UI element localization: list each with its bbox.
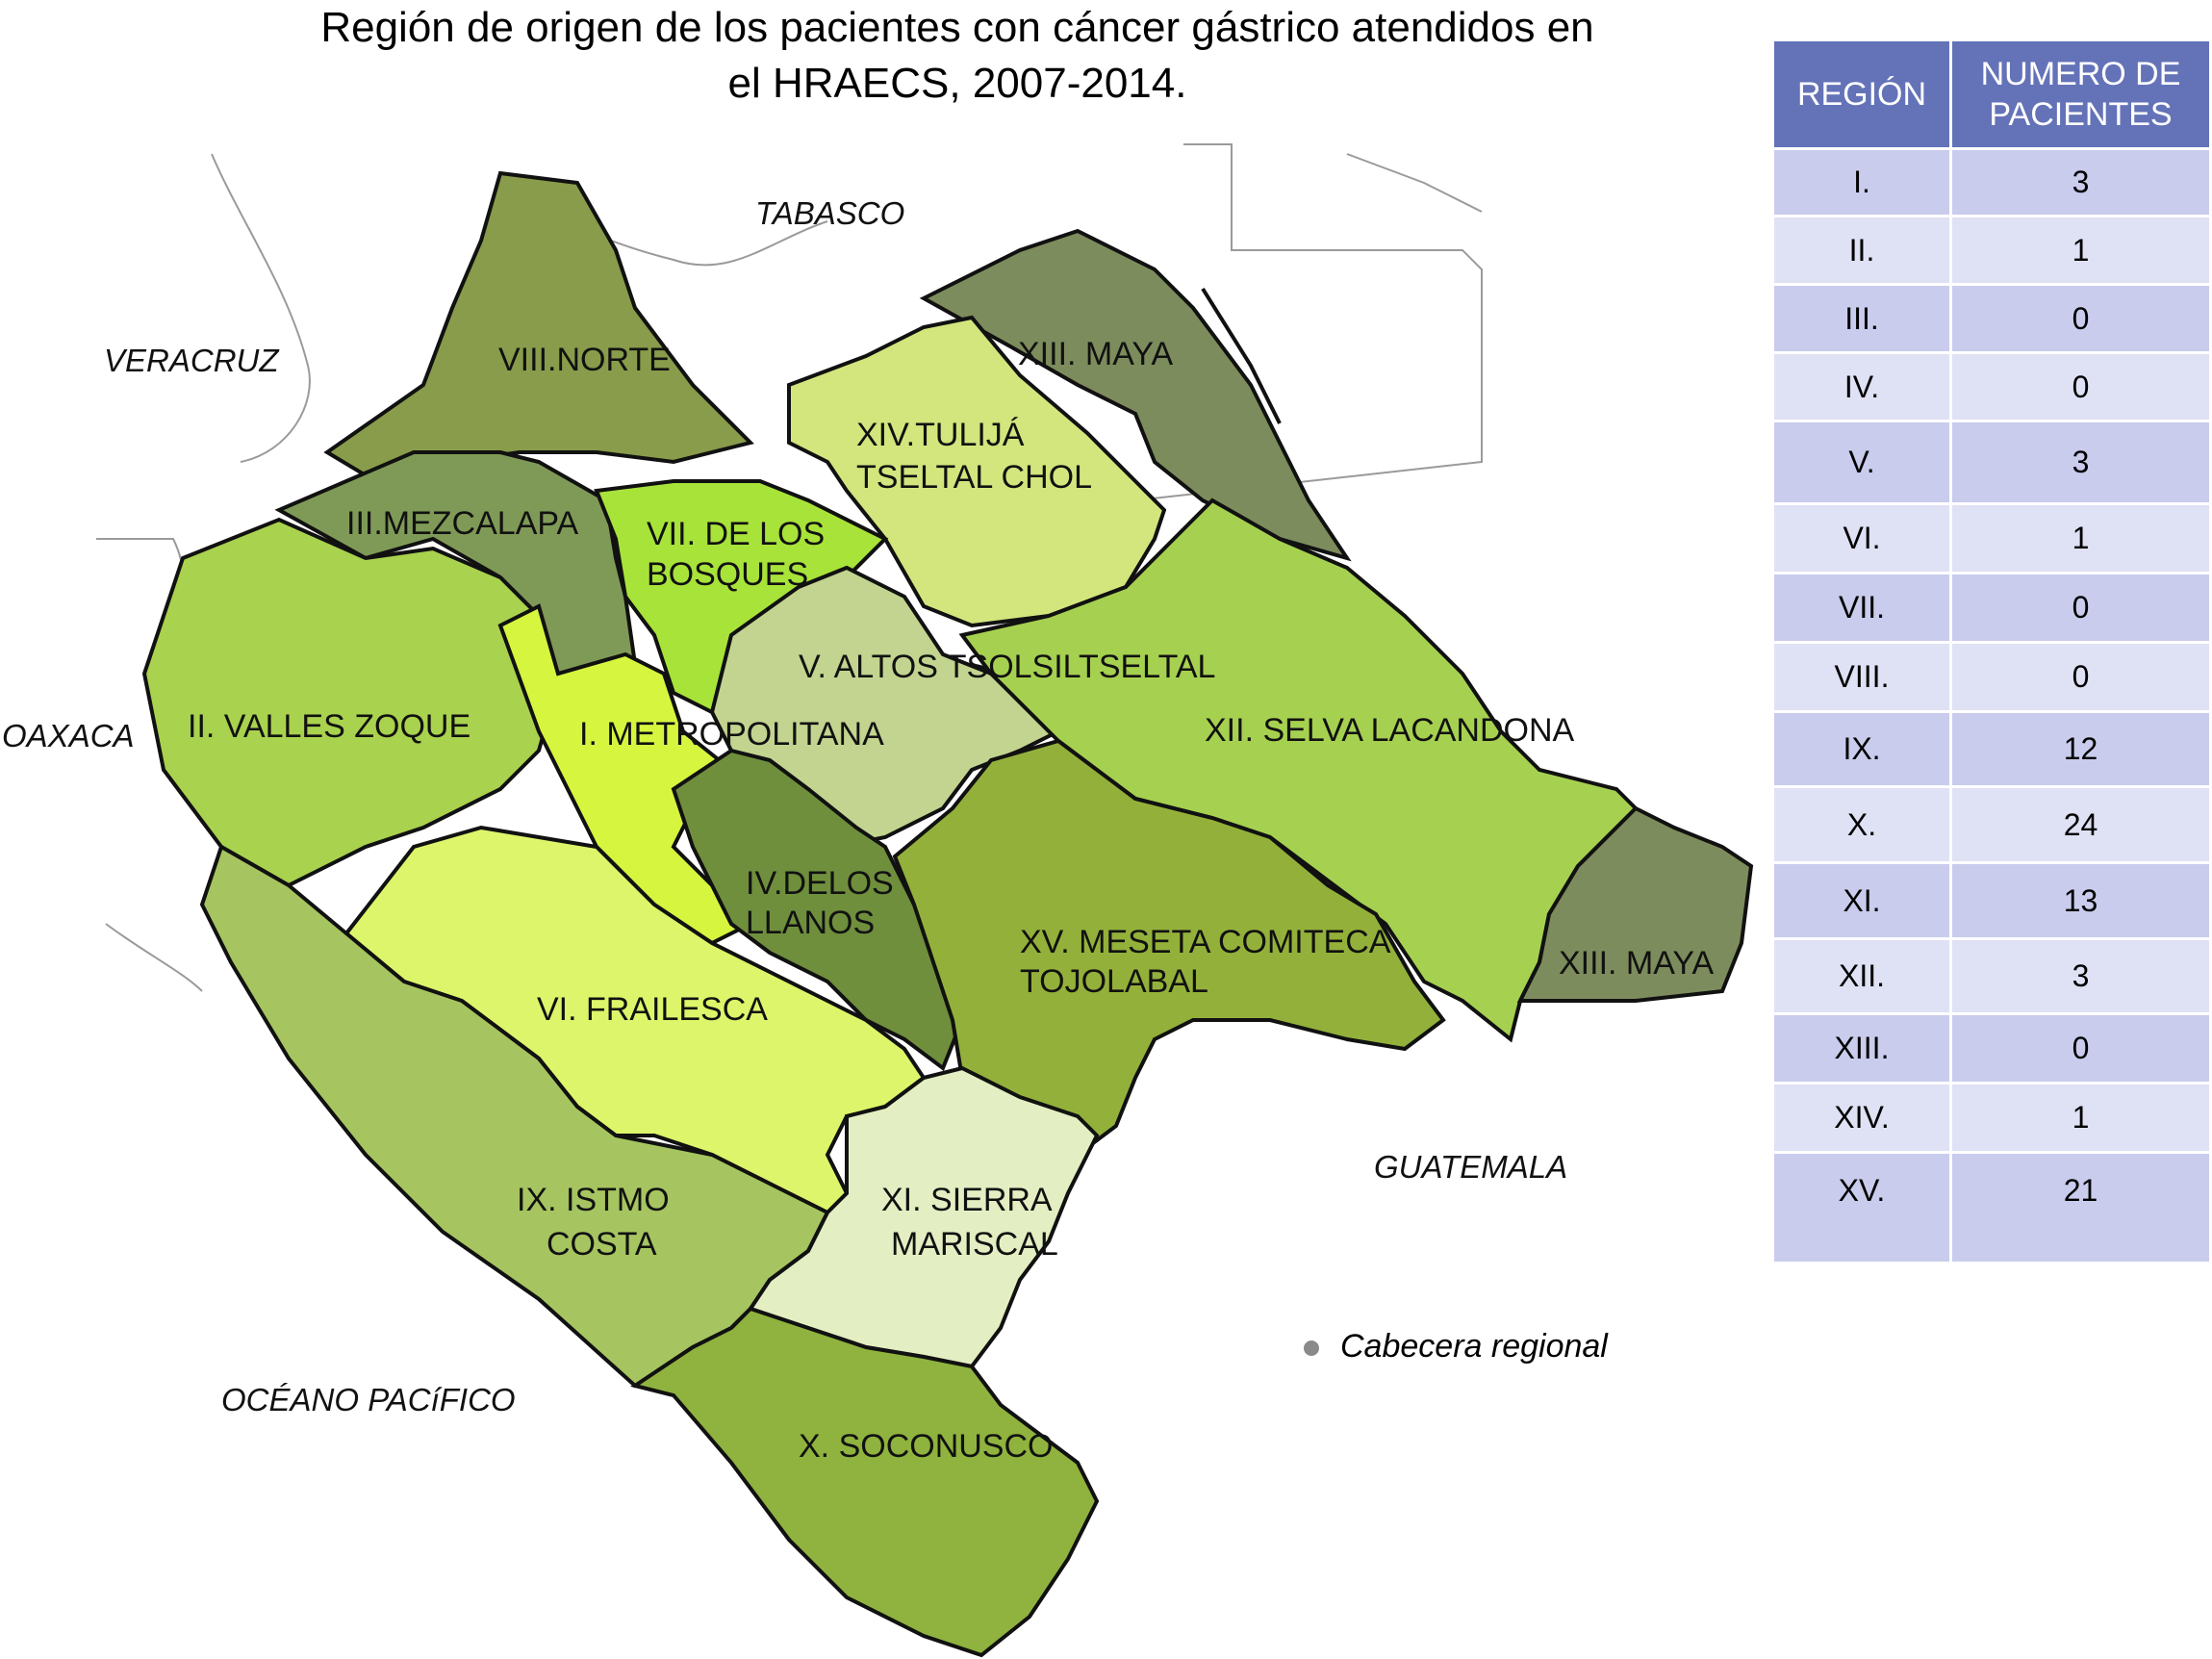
table-row: IV. 0 <box>1771 351 2212 422</box>
cell-patients: 1 <box>1949 215 2212 286</box>
cell-patients: 0 <box>1949 572 2212 644</box>
table-row: XII. 3 <box>1771 937 2212 1015</box>
table-row: XI. 13 <box>1771 861 2212 940</box>
title-line-2: el HRAECS, 2007-2014. <box>727 60 1187 107</box>
table-row: IX. 12 <box>1771 710 2212 788</box>
cell-patients: 3 <box>1949 937 2212 1015</box>
region-xiii-maya-south[interactable] <box>1516 805 1754 1003</box>
label-region-iii: III.MEZCALAPA <box>346 505 579 542</box>
table-row: XIV. 1 <box>1771 1082 2212 1154</box>
map-legend: Cabecera regional <box>1304 1328 1608 1365</box>
table-row: V. 3 <box>1771 420 2212 505</box>
label-region-xv-line2: TOJOLABAL <box>1020 963 1208 1000</box>
label-region-xiv-line1: XIV.TULIJÁ <box>856 417 1025 453</box>
label-region-ix-line2: COSTA <box>547 1226 657 1263</box>
regional-capital-dot-icon <box>1304 1340 1319 1357</box>
cell-patients: 1 <box>1949 1082 2212 1154</box>
cell-region: XII. <box>1771 937 1952 1015</box>
cell-patients: 1 <box>1949 502 2212 574</box>
label-region-xii: XII. SELVA LACANDONA <box>1205 712 1575 749</box>
patients-by-region-table: REGIÓN NUMERO DE PACIENTES I. 3 II. 1 III.… <box>1771 38 2212 1264</box>
label-tabasco: TABASCO <box>755 195 904 231</box>
region-ii-valles-zoque[interactable] <box>141 517 561 888</box>
table-row: VI. 1 <box>1771 502 2212 574</box>
label-region-xiii-south: XIII. MAYA <box>1559 945 1715 982</box>
label-pacific-ocean: OCÉANO PACíFICO <box>221 1382 516 1417</box>
cell-region: XI. <box>1771 861 1952 940</box>
label-region-i: I. METROPOLITANA <box>579 716 884 753</box>
table-row: I. 3 <box>1771 147 2212 217</box>
label-region-v: V. ALTOS TSOLSILTSELTAL <box>799 649 1215 685</box>
cell-region: I. <box>1771 147 1952 217</box>
cell-region: II. <box>1771 215 1952 286</box>
table-row: XIII. 0 <box>1771 1012 2212 1085</box>
cell-region: III. <box>1771 283 1952 354</box>
cell-region: X. <box>1771 785 1952 864</box>
cell-region: XV. <box>1771 1151 1952 1264</box>
cell-region: V. <box>1771 420 1952 505</box>
cell-patients: 13 <box>1949 861 2212 940</box>
label-region-viii: VIII.NORTE <box>498 342 671 378</box>
column-header-region: REGIÓN <box>1771 38 1952 150</box>
cell-region: IX. <box>1771 710 1952 788</box>
label-guatemala: GUATEMALA <box>1374 1149 1567 1185</box>
border-line <box>1201 287 1282 424</box>
cell-patients: 0 <box>1949 283 2212 354</box>
table-row: VII. 0 <box>1771 572 2212 644</box>
cell-region: IV. <box>1771 351 1952 422</box>
label-region-xiii-north: XIII. MAYA <box>1018 336 1174 372</box>
cell-region: VII. <box>1771 572 1952 644</box>
table-row: X. 24 <box>1771 785 2212 864</box>
label-region-vii-line1: VII. DE LOS <box>647 516 825 552</box>
table-row: II. 1 <box>1771 215 2212 286</box>
label-region-iv-line1: IV.DELOS <box>746 865 894 902</box>
label-oaxaca: OAXACA <box>2 718 135 753</box>
table-row: XV. 21 <box>1771 1151 2212 1264</box>
region-xi-sierra-mariscal[interactable] <box>747 1065 1100 1369</box>
label-region-xi-line2: MARISCAL <box>891 1226 1058 1263</box>
label-veracruz: VERACRUZ <box>104 343 280 378</box>
column-header-patients: NUMERO DE PACIENTES <box>1949 38 2212 150</box>
label-region-xiv-line2: TSELTAL CHOL <box>856 459 1092 496</box>
cell-patients: 0 <box>1949 1012 2212 1085</box>
cell-region: VI. <box>1771 502 1952 574</box>
title-line-1: Región de origen de los pacientes con cá… <box>320 4 1594 51</box>
region-xiv-tulija-tseltal-chol[interactable] <box>787 315 1167 628</box>
cell-region: XIV. <box>1771 1082 1952 1154</box>
cell-patients: 0 <box>1949 641 2212 713</box>
table-header-row: REGIÓN NUMERO DE PACIENTES <box>1771 38 2212 150</box>
cell-patients: 12 <box>1949 710 2212 788</box>
table-row: VIII. 0 <box>1771 641 2212 713</box>
cell-patients: 3 <box>1949 420 2212 505</box>
label-region-xv-line1: XV. MESETA COMITECA <box>1020 924 1391 960</box>
label-region-xi-line1: XI. SIERRA <box>881 1182 1053 1218</box>
region-i-metropolitana[interactable] <box>497 603 754 946</box>
table-row: III. 0 <box>1771 283 2212 354</box>
cell-patients: 24 <box>1949 785 2212 864</box>
label-region-iv-line2: LLANOS <box>746 905 875 941</box>
label-region-vii-line2: BOSQUES <box>647 556 808 593</box>
cell-patients: 21 <box>1949 1151 2212 1264</box>
cell-patients: 0 <box>1949 351 2212 422</box>
region-viii-norte[interactable] <box>323 170 754 484</box>
legend-label: Cabecera regional <box>1340 1328 1608 1365</box>
label-region-ix-line1: IX. ISTMO <box>517 1182 670 1218</box>
chiapas-region-map: TABASCO VERACRUZ OAXACA GUATEMALA OCÉANO… <box>2 143 1754 1658</box>
label-region-vi: VI. FRAILESCA <box>537 991 768 1028</box>
label-region-x: X. SOCONUSCO <box>799 1428 1053 1465</box>
cell-region: VIII. <box>1771 641 1952 713</box>
label-region-ii: II. VALLES ZOQUE <box>188 708 470 745</box>
cell-region: XIII. <box>1771 1012 1952 1085</box>
cell-patients: 3 <box>1949 147 2212 217</box>
region-xiii-maya-north[interactable] <box>919 228 1352 562</box>
region-x-soconusco[interactable] <box>630 1306 1100 1658</box>
map-title: Región de origen de los pacientes con cá… <box>183 0 1732 112</box>
